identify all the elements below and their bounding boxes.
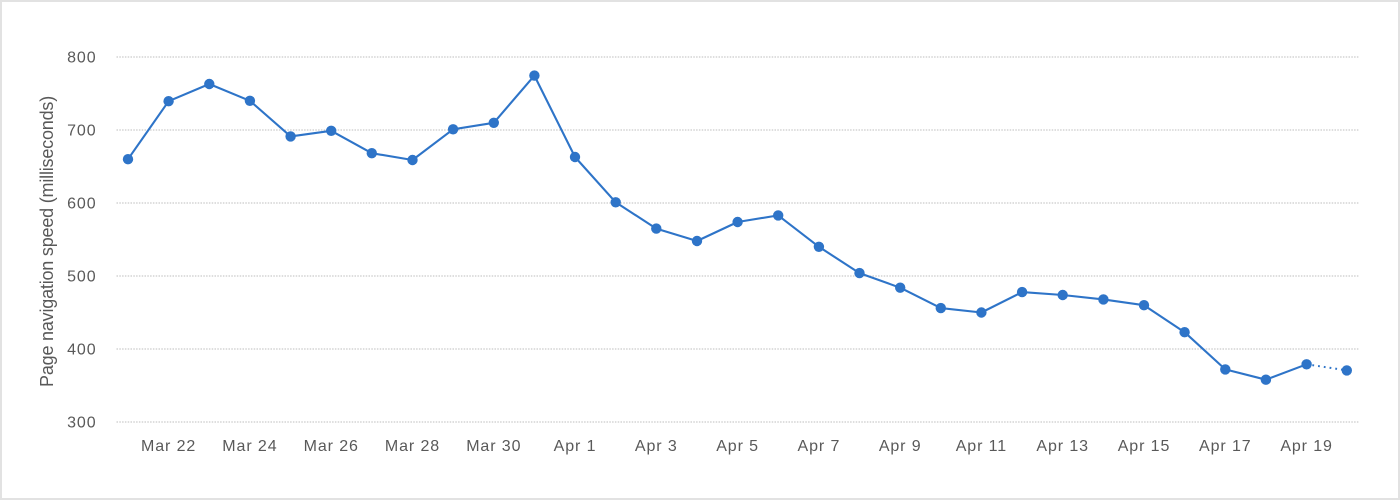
svg-text:Apr 15: Apr 15 (1118, 438, 1171, 455)
svg-text:300: 300 (67, 415, 96, 432)
svg-text:500: 500 (67, 269, 96, 286)
svg-text:600: 600 (67, 196, 96, 213)
svg-text:Mar 30: Mar 30 (466, 438, 521, 455)
svg-text:400: 400 (67, 342, 96, 359)
svg-text:Apr 7: Apr 7 (798, 438, 841, 455)
svg-text:Mar 24: Mar 24 (222, 438, 277, 455)
svg-text:Mar 26: Mar 26 (304, 438, 359, 455)
svg-text:Mar 22: Mar 22 (141, 438, 196, 455)
svg-text:Apr 13: Apr 13 (1036, 438, 1089, 455)
svg-text:Apr 17: Apr 17 (1199, 438, 1252, 455)
svg-text:Apr 19: Apr 19 (1280, 438, 1333, 455)
svg-text:Apr 1: Apr 1 (554, 438, 597, 455)
svg-text:800: 800 (67, 50, 96, 67)
svg-text:700: 700 (67, 123, 96, 140)
svg-text:Mar 28: Mar 28 (385, 438, 440, 455)
svg-text:Apr 11: Apr 11 (956, 438, 1007, 455)
svg-text:Apr 9: Apr 9 (879, 438, 922, 455)
svg-text:Apr 5: Apr 5 (716, 438, 759, 455)
svg-text:Page navigation speed (millise: Page navigation speed (milliseconds) (37, 96, 57, 387)
svg-text:Apr 3: Apr 3 (635, 438, 678, 455)
